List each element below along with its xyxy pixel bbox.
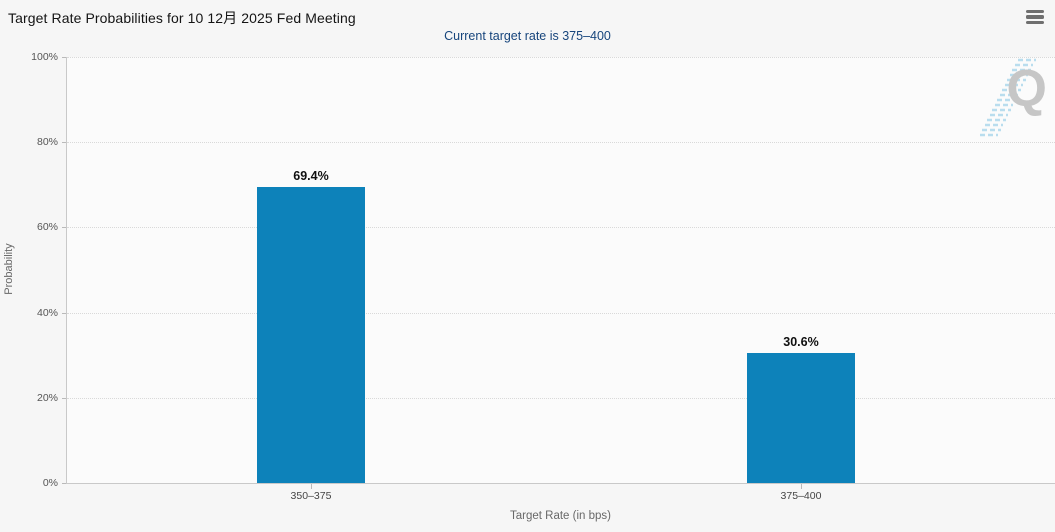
y-tick-mark — [62, 398, 66, 399]
probability-bar[interactable] — [747, 353, 855, 483]
y-tick-label: 60% — [36, 221, 58, 233]
y-gridline — [67, 398, 1055, 399]
menu-bar — [1026, 20, 1044, 25]
chart-subtitle: Current target rate is 375–400 — [444, 29, 611, 43]
y-tick-mark — [62, 227, 66, 228]
hamburger-menu-icon[interactable] — [1024, 7, 1046, 27]
x-tick-label: 375–400 — [780, 490, 822, 502]
y-tick-mark — [62, 57, 66, 58]
y-tick-label: 40% — [36, 307, 58, 319]
y-tick-label: 20% — [36, 392, 58, 404]
x-tick-mark — [801, 484, 802, 489]
y-tick-mark — [62, 313, 66, 314]
x-axis-title: Target Rate (in bps) — [510, 510, 611, 522]
y-tick-label: 0% — [42, 477, 58, 489]
y-tick-label: 100% — [31, 51, 58, 63]
x-axis-line — [66, 483, 1055, 484]
y-gridline — [67, 57, 1055, 58]
chart-title: Target Rate Probabilities for 10 12月 202… — [8, 10, 356, 26]
y-gridline — [67, 142, 1055, 143]
plot-background — [66, 57, 1055, 483]
y-gridline — [67, 227, 1055, 228]
y-gridline — [67, 313, 1055, 314]
menu-bar — [1026, 9, 1044, 14]
y-tick-mark — [62, 483, 66, 484]
x-tick-mark — [311, 484, 312, 489]
probability-bar[interactable] — [257, 187, 365, 483]
y-axis-line — [66, 57, 67, 483]
y-axis-title: Probability — [3, 243, 15, 295]
y-tick-mark — [62, 142, 66, 143]
y-tick-label: 80% — [36, 136, 58, 148]
bar-value-label: 69.4% — [293, 169, 329, 183]
bar-value-label: 30.6% — [783, 335, 819, 349]
x-tick-label: 350–375 — [290, 490, 332, 502]
menu-bar — [1026, 15, 1044, 19]
